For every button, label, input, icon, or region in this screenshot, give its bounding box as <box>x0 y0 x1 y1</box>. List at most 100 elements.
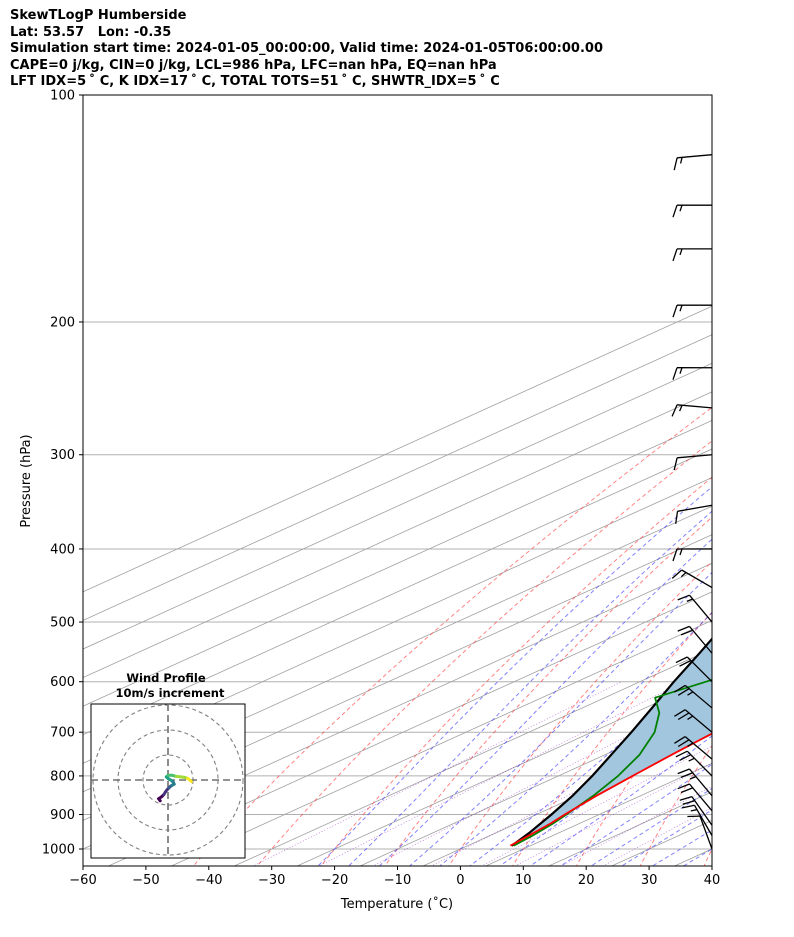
x-tick-label: 0 <box>456 873 464 888</box>
mixing-ratio-line <box>560 785 712 866</box>
mixing-ratio-line <box>514 762 712 866</box>
wind-barb-full-flag <box>671 404 678 417</box>
wind-barb-half-flag <box>680 572 687 578</box>
wind-barb-staff <box>681 569 713 589</box>
wind-barb-half-flag <box>679 204 683 212</box>
wind-barb-full-flag <box>682 800 695 805</box>
cape-cin-shading <box>510 638 712 846</box>
y-tick-label: 100 <box>50 89 75 104</box>
dry-adiabat-line <box>192 406 712 866</box>
isotherm-line <box>706 60 794 880</box>
wind-barb <box>679 795 713 826</box>
wind-barb-half-flag <box>689 775 697 780</box>
wind-barb-full-flag <box>679 754 692 761</box>
moist-adiabat-line <box>408 571 712 866</box>
wind-barb <box>672 204 713 218</box>
isotherm-line <box>83 448 712 736</box>
wind-barb-staff <box>684 736 713 760</box>
dry-adiabat-line <box>320 476 712 866</box>
wind-barb-full-flag <box>671 569 683 579</box>
wind-barb-staff <box>684 709 713 733</box>
y-axis-label: Pressure (hPa) <box>19 434 34 527</box>
wind-barb-full-flag <box>672 367 678 380</box>
wind-barb-full-flag <box>672 248 678 262</box>
isotherm-line <box>83 305 712 593</box>
wind-barb-half-flag <box>679 405 683 412</box>
isotherm-line <box>359 705 712 866</box>
isotherm-line <box>422 734 712 866</box>
wind-barb-staff <box>677 504 713 512</box>
profile-lines <box>509 637 712 847</box>
hodograph-subtitle: 10m/s increment <box>116 686 225 700</box>
y-tick-label: 300 <box>50 448 75 463</box>
wind-barb-half-flag <box>679 548 683 556</box>
dry-adiabat-line <box>762 61 794 881</box>
y-tick-label: 600 <box>50 675 75 690</box>
wind-barb-full-flag <box>679 659 692 667</box>
wind-barb-full-flag <box>675 656 688 664</box>
y-tick-label: 900 <box>50 808 75 823</box>
dry-adiabat-line <box>384 516 712 866</box>
moist-adiabat-line <box>438 612 712 866</box>
hodograph-title: Wind Profile <box>126 671 206 685</box>
isotherm-line <box>296 677 712 866</box>
dry-adiabat-line <box>256 440 712 866</box>
wind-barb-staff <box>686 750 713 777</box>
isotherm-line <box>83 562 712 850</box>
wind-barb-full-flag <box>677 625 690 632</box>
wind-barb-staff <box>699 815 713 850</box>
wind-barb <box>674 736 713 760</box>
wind-barb-full-flag <box>681 804 695 809</box>
x-tick-label: 10 <box>515 873 532 888</box>
wind-barb-staff <box>691 796 713 826</box>
wind-barb <box>673 454 713 471</box>
wind-barb-full-flag <box>672 304 678 318</box>
x-tick-label: 40 <box>704 873 721 888</box>
mixing-ratio-line <box>252 681 622 866</box>
wind-barb <box>672 367 713 380</box>
wind-barb <box>672 548 713 562</box>
y-tick-label: 200 <box>50 315 75 330</box>
x-tick-label: 30 <box>641 873 658 888</box>
wind-barb-half-flag <box>679 157 683 164</box>
title-indices-cape: CAPE=0 j/kg, CIN=0 j/kg, LCL=986 hPa, LF… <box>10 57 497 73</box>
wind-barb <box>671 569 713 589</box>
cin-shaded-area <box>510 638 712 846</box>
wind-barb-staff <box>677 154 713 159</box>
wind-barb <box>677 594 713 623</box>
wind-barb <box>677 768 713 797</box>
wind-barb-half-flag <box>687 715 694 720</box>
wind-barb-full-flag <box>673 157 678 171</box>
wind-barb-full-flag <box>677 712 690 721</box>
wind-barb-full-flag <box>672 548 678 562</box>
y-tick-label: 1000 <box>42 843 75 858</box>
moist-adiabat-line <box>499 700 712 866</box>
wind-barbs <box>671 154 713 850</box>
wind-barb-full-flag <box>674 709 686 717</box>
wind-barb-half-flag <box>679 248 683 256</box>
wind-barb-full-flag <box>680 629 693 636</box>
isotherm-line <box>83 391 712 679</box>
wind-barb-full-flag <box>677 594 690 601</box>
wind-barb-full-flag <box>679 795 693 801</box>
y-tick-label: 500 <box>50 616 75 631</box>
x-tick-label: 20 <box>578 873 595 888</box>
wind-barb <box>671 404 713 417</box>
wind-barb-full-flag <box>677 783 690 790</box>
wind-barb-full-flag <box>677 688 690 696</box>
wind-barb <box>675 656 713 683</box>
wind-barb-full-flag <box>675 511 679 524</box>
moist-adiabat-line <box>378 538 712 866</box>
moist-adiabat-line <box>348 510 712 866</box>
x-tick-label: −10 <box>384 873 411 888</box>
wind-barb-staff <box>689 783 713 812</box>
moist-adiabat-line <box>590 787 712 866</box>
wind-barb <box>672 304 713 318</box>
wind-barb <box>672 248 713 262</box>
wind-barb <box>677 625 713 654</box>
wind-barb-staff <box>689 768 713 797</box>
x-tick-label: −60 <box>69 873 96 888</box>
wind-barb <box>674 709 713 733</box>
y-tick-label: 800 <box>50 769 75 784</box>
